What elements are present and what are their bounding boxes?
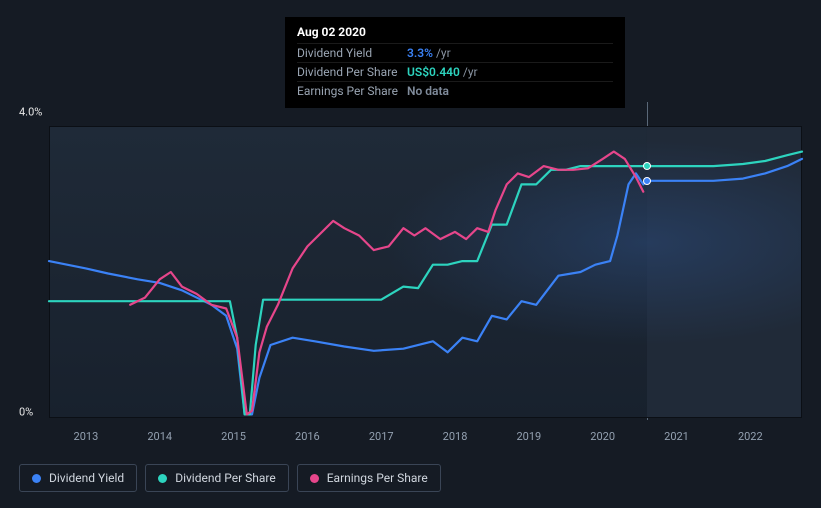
legend-label: Dividend Yield — [49, 471, 124, 485]
legend-dot-icon — [310, 474, 319, 483]
legend-dot-icon — [32, 474, 41, 483]
x-axis: 2013 2014 2015 2016 2017 2018 2019 2020 2021 2022 — [49, 430, 802, 446]
legend-item-earnings-per-share[interactable]: Earnings Per Share — [297, 464, 441, 492]
legend-dot-icon — [158, 474, 167, 483]
tooltip-row-value: 3.3% — [407, 46, 433, 60]
tooltip-row-label: Dividend Per Share — [297, 65, 407, 79]
chart-svg — [49, 126, 802, 418]
x-axis-tick: 2014 — [147, 430, 172, 443]
legend-label: Earnings Per Share — [327, 471, 428, 485]
x-axis-tick: 2021 — [664, 430, 689, 443]
x-axis-tick: 2016 — [295, 430, 320, 443]
tooltip-row-unit: /yr — [436, 46, 451, 60]
x-axis-tick: 2022 — [738, 430, 763, 443]
chart-legend: Dividend Yield Dividend Per Share Earnin… — [19, 464, 441, 492]
chart-area[interactable] — [19, 126, 802, 418]
x-axis-tick: 2013 — [74, 430, 99, 443]
x-axis-tick: 2018 — [443, 430, 468, 443]
x-axis-tick: 2015 — [221, 430, 246, 443]
cursor-dot-icon — [643, 162, 651, 170]
tooltip-date: Aug 02 2020 — [297, 25, 613, 43]
x-axis-tick: 2017 — [369, 430, 394, 443]
tooltip-row-label: Earnings Per Share — [297, 84, 407, 98]
legend-item-dividend-yield[interactable]: Dividend Yield — [19, 464, 137, 492]
y-axis-label-max: 4.0% — [19, 106, 28, 119]
x-axis-tick: 2019 — [516, 430, 541, 443]
tooltip-row-value: No data — [407, 84, 449, 98]
legend-label: Dividend Per Share — [175, 471, 276, 485]
legend-item-dividend-per-share[interactable]: Dividend Per Share — [145, 464, 289, 492]
tooltip-row-label: Dividend Yield — [297, 46, 407, 60]
tooltip-row-unit: /yr — [463, 65, 478, 79]
tooltip-row-value: US$0.440 — [407, 65, 460, 79]
chart-tooltip: Aug 02 2020 Dividend Yield 3.3% /yr Divi… — [285, 17, 625, 108]
tooltip-row: Dividend Yield 3.3% /yr — [297, 43, 613, 62]
x-axis-tick: 2020 — [590, 430, 615, 443]
tooltip-row: Dividend Per Share US$0.440 /yr — [297, 62, 613, 81]
cursor-dot-icon — [643, 177, 651, 185]
tooltip-row: Earnings Per Share No data — [297, 81, 613, 100]
